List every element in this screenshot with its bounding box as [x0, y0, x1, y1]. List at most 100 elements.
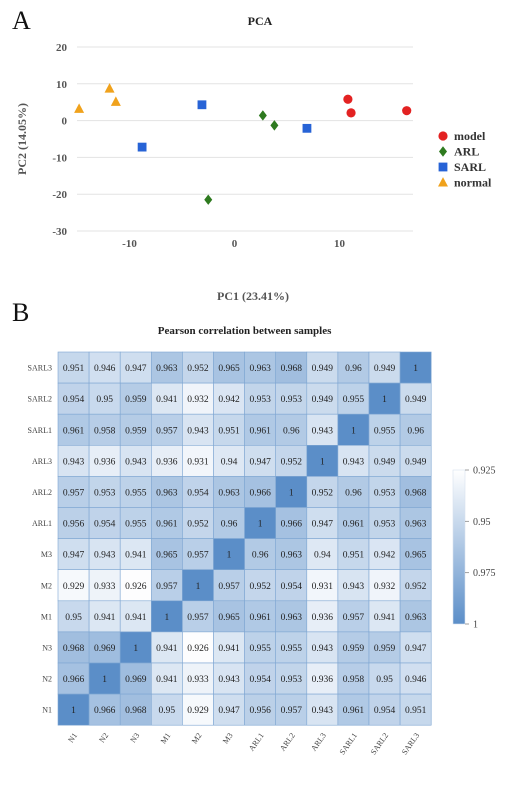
heatmap-cell-value: 0.959 — [125, 395, 147, 405]
heatmap-cell-value: 0.955 — [343, 395, 365, 405]
heatmap-cell-value: 0.943 — [125, 457, 147, 467]
pca-point-ARL — [270, 120, 279, 131]
heatmap-cell-value: 0.941 — [94, 613, 116, 623]
heatmap-cell-value: 1 — [413, 364, 418, 374]
pca-point-normal — [110, 96, 121, 106]
heatmap-cell — [306, 413, 339, 446]
heatmap-cell — [399, 413, 432, 446]
pca-x-tick-label: -10 — [122, 238, 137, 250]
heatmap-cell-value: 0.966 — [63, 675, 85, 685]
heatmap-cell-value: 0.963 — [156, 488, 178, 498]
heatmap-cell — [88, 600, 121, 633]
heatmap-row-label: N2 — [42, 675, 52, 684]
pca-point-model — [343, 94, 353, 104]
heatmap-cell — [182, 382, 214, 415]
heatmap-cell-value: 0.955 — [249, 644, 271, 654]
heatmap-cell-value: 0.959 — [343, 644, 365, 654]
heatmap-cell-value: 0.952 — [187, 364, 209, 374]
heatmap-cell-value: 0.95 — [96, 395, 113, 405]
pca-point-SARL — [197, 100, 207, 110]
heatmap-cell — [57, 662, 90, 695]
heatmap-cell — [119, 569, 152, 602]
heatmap-cell-value: 0.943 — [343, 457, 365, 467]
heatmap-cell-value: 0.943 — [312, 426, 334, 436]
heatmap-cell-value: 0.968 — [405, 488, 427, 498]
heatmap-cell-value: 0.926 — [187, 644, 209, 654]
heatmap-cell — [151, 476, 183, 508]
heatmap-cell — [213, 444, 245, 477]
heatmap-column-label: ARL2 — [278, 731, 297, 753]
pca-point-SARL — [302, 123, 312, 133]
pca-x-tick-label: 10 — [334, 238, 346, 250]
heatmap-cell-value: 0.953 — [281, 675, 303, 685]
heatmap-cell-value: 0.961 — [63, 426, 85, 436]
heatmap-cell-value: 0.957 — [63, 488, 85, 498]
heatmap-cell — [88, 538, 121, 570]
heatmap-cell-value: 0.929 — [63, 582, 85, 592]
heatmap-cell-value: 0.954 — [374, 706, 396, 716]
pca-y-tick-label: -20 — [52, 189, 67, 201]
heatmap-cell-value: 0.936 — [156, 457, 178, 467]
heatmap-cell — [88, 507, 121, 539]
heatmap-cell — [275, 444, 308, 477]
heatmap-cell-value: 0.941 — [218, 644, 240, 654]
heatmap-cell — [306, 693, 339, 726]
heatmap-cell — [275, 382, 308, 415]
heatmap-cell-value: 0.965 — [405, 551, 427, 561]
heatmap-cell-value: 0.946 — [405, 675, 427, 685]
heatmap-cell-value: 0.941 — [125, 551, 147, 561]
heatmap-cell-value: 0.943 — [94, 551, 116, 561]
heatmap-cell-value: 0.943 — [187, 426, 209, 436]
heatmap-cell — [182, 600, 214, 633]
heatmap-cell — [337, 693, 370, 726]
heatmap-cell — [151, 444, 183, 477]
pca-legend-marker-normal — [438, 177, 448, 187]
heatmap-cell — [244, 693, 277, 726]
heatmap-cell-value: 0.957 — [343, 613, 365, 623]
pca-point-normal — [74, 103, 85, 113]
heatmap-cell — [337, 444, 370, 477]
heatmap-cell-value: 1 — [289, 488, 294, 498]
heatmap-cell-value: 0.955 — [281, 644, 303, 654]
heatmap-cell-value: 0.96 — [252, 551, 269, 561]
heatmap-row-label: M1 — [41, 612, 52, 621]
heatmap-cell-value: 0.943 — [218, 675, 240, 685]
heatmap-cell — [57, 476, 90, 508]
heatmap-cell — [275, 631, 308, 664]
heatmap-cell — [399, 631, 432, 664]
heatmap-cell-value: 0.966 — [94, 706, 116, 716]
heatmap-cell-value: 0.968 — [281, 364, 303, 374]
heatmap-cell-value: 1 — [196, 582, 201, 592]
heatmap-cell-value: 0.957 — [218, 582, 240, 592]
pca-y-tick-label: 10 — [56, 79, 68, 91]
heatmap-cell — [337, 569, 370, 602]
heatmap-cell-value: 0.943 — [312, 644, 334, 654]
pca-x-tick-label: 0 — [232, 238, 238, 250]
heatmap-cell — [57, 444, 90, 477]
heatmap-cell — [151, 382, 183, 415]
heatmap-cell — [182, 444, 214, 477]
heatmap-cell — [213, 600, 245, 633]
heatmap-cell-value: 0.941 — [374, 613, 396, 623]
heatmap-column-label: M2 — [190, 731, 204, 745]
heatmap-cell-value: 0.941 — [156, 675, 178, 685]
heatmap-cell-value: 0.951 — [405, 706, 427, 716]
pca-point-ARL — [258, 110, 267, 121]
heatmap-cell — [57, 693, 90, 726]
heatmap-cell-value: 0.969 — [125, 675, 147, 685]
pca-point-model — [402, 106, 412, 116]
heatmap-cell-value: 0.929 — [187, 706, 209, 716]
heatmap-cell-value: 0.963 — [249, 364, 271, 374]
heatmap-cell-value: 0.943 — [343, 582, 365, 592]
heatmap-cell-value: 0.946 — [94, 364, 116, 374]
heatmap-cell-value: 0.949 — [374, 364, 396, 374]
heatmap-cell-value: 0.932 — [374, 582, 396, 592]
heatmap-cell — [399, 600, 432, 633]
heatmap-cell-value: 0.966 — [281, 520, 303, 530]
heatmap-column-label: M3 — [221, 731, 235, 745]
heatmap-cell-value: 0.959 — [125, 426, 147, 436]
heatmap-cell — [182, 476, 214, 508]
pca-legend-label-SARL: SARL — [454, 160, 486, 174]
heatmap-cell-value: 0.947 — [63, 551, 85, 561]
heatmap-column-label: SARL2 — [369, 731, 390, 756]
